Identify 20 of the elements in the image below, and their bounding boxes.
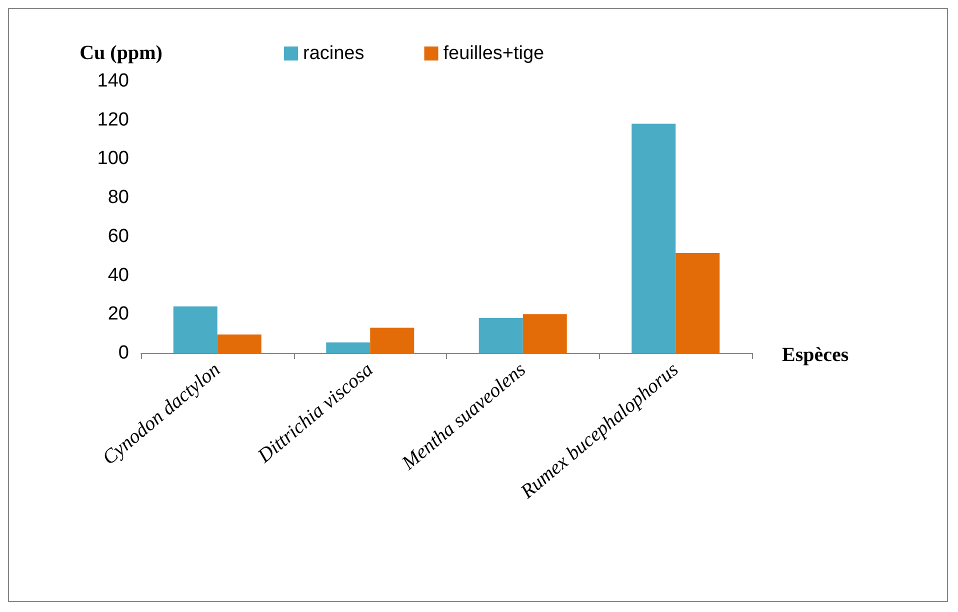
bar — [370, 328, 414, 353]
y-tick-label: 80 — [108, 187, 129, 208]
bar — [522, 314, 567, 353]
y-axis-title: Cu (ppm) — [80, 42, 162, 64]
y-tick-label: 0 — [118, 342, 129, 364]
y-tick-label: 120 — [97, 109, 129, 130]
bar — [217, 334, 262, 353]
bar — [173, 306, 218, 353]
y-tick-label: 40 — [108, 264, 129, 286]
legend-label: feuilles+tige — [443, 43, 544, 64]
y-tick-label: 60 — [108, 226, 129, 247]
bar — [676, 252, 720, 353]
legend-label: racines — [303, 43, 364, 64]
bar — [326, 342, 370, 353]
y-tick-label: 20 — [108, 304, 129, 325]
y-tick-label: 140 — [97, 70, 129, 92]
bar — [478, 318, 523, 353]
bar — [632, 124, 676, 353]
x-axis-title: Espèces — [782, 344, 849, 366]
y-tick-label: 100 — [97, 148, 129, 170]
